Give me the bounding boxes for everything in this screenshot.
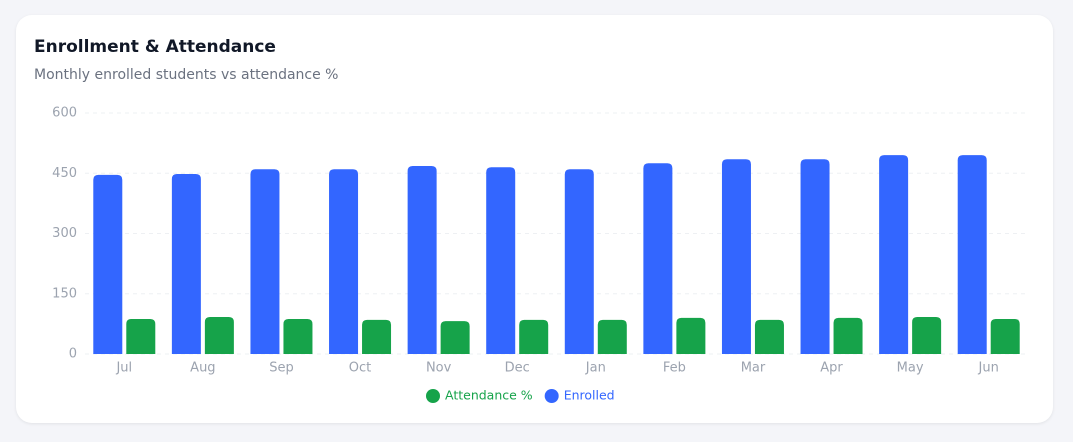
x-tick-label: Apr: [820, 361, 843, 376]
bar: [833, 317, 863, 354]
y-tick-label: 450: [52, 166, 77, 181]
bar: [283, 319, 313, 354]
bar: [440, 321, 470, 354]
bar: [800, 159, 830, 354]
bar: [879, 155, 909, 354]
bar: [597, 319, 627, 354]
y-tick-label: 600: [52, 106, 77, 121]
legend: Attendance % Enrolled: [426, 388, 615, 403]
x-tick-label: Sep: [269, 361, 294, 376]
y-tick-label: 300: [52, 226, 77, 241]
bar: [362, 319, 392, 354]
bar: [204, 317, 234, 354]
bar: [912, 317, 942, 354]
bar: [126, 319, 156, 354]
bar: [486, 167, 516, 354]
x-tick-label: Dec: [505, 361, 530, 376]
bar: [250, 169, 280, 354]
bar: [990, 319, 1020, 354]
bar: [957, 155, 987, 354]
bar: [643, 163, 673, 354]
bar: [171, 174, 201, 354]
x-tick-label: May: [897, 361, 924, 376]
legend-swatch: [544, 389, 559, 403]
bar: [93, 174, 123, 354]
x-tick-label: Feb: [663, 361, 686, 376]
bar: [676, 317, 706, 354]
bar: [329, 169, 359, 354]
legend-label: Enrolled: [564, 388, 615, 403]
bar: [754, 319, 784, 354]
bar: [564, 169, 594, 354]
legend-label: Attendance %: [445, 388, 533, 403]
x-tick-label: Aug: [190, 361, 215, 376]
y-tick-label: 150: [52, 286, 77, 301]
legend-swatch: [426, 389, 440, 403]
y-tick-label: 0: [69, 347, 77, 362]
x-tick-label: Mar: [741, 361, 766, 376]
x-tick-label: Nov: [426, 361, 452, 376]
x-tick-label: Jan: [585, 361, 606, 376]
chart-title: Enrollment & Attendance: [34, 37, 276, 57]
x-tick-label: Oct: [349, 361, 371, 376]
bar: [407, 166, 437, 354]
chart-subtitle: Monthly enrolled students vs attendance …: [34, 67, 339, 83]
x-tick-label: Jun: [978, 361, 999, 376]
bar: [519, 319, 549, 354]
bar: [721, 159, 751, 354]
x-tick-label: Jul: [115, 361, 132, 376]
